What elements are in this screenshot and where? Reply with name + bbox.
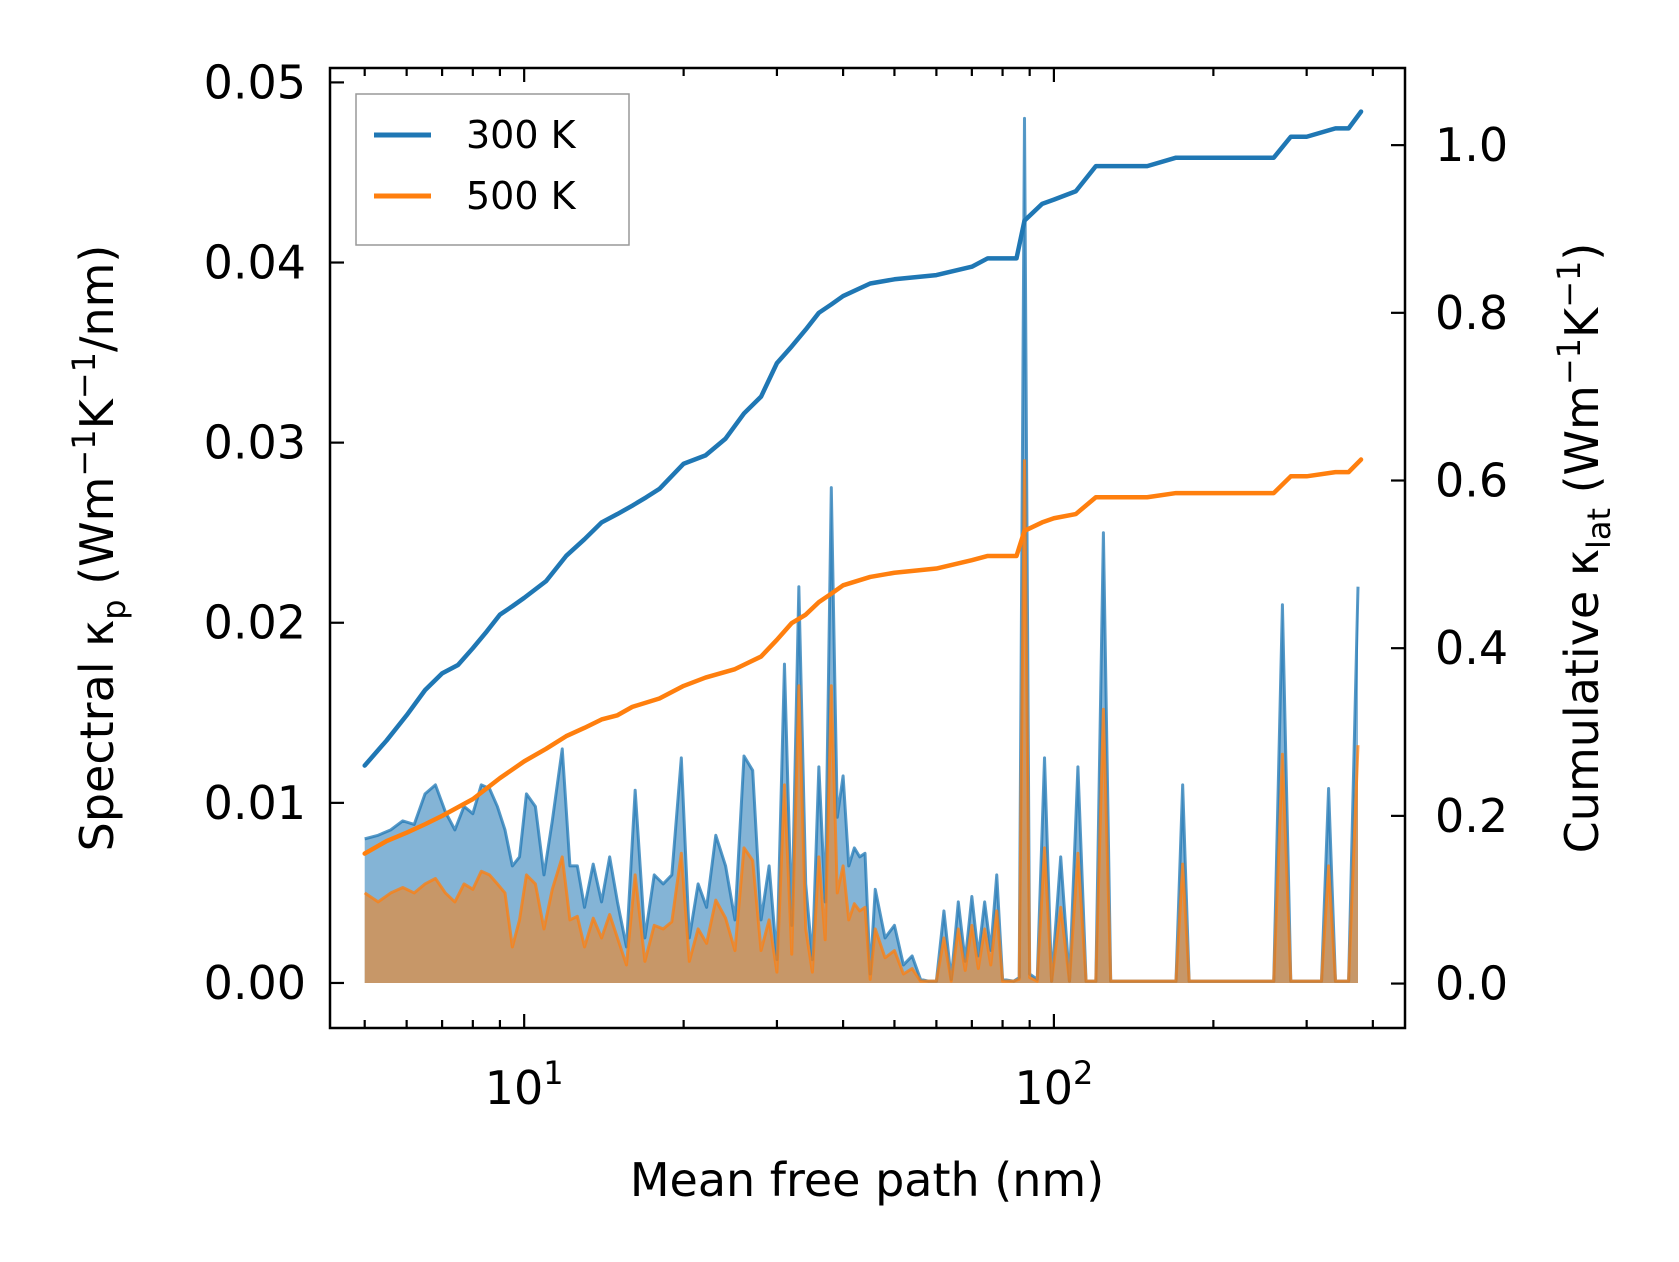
y-left-tick-label: 0.01 [204, 776, 306, 830]
spectral-line-300k [364, 116, 1360, 983]
series-layer [362, 109, 1364, 983]
y-right-units-open: (Wm [1555, 385, 1609, 508]
spectral-line-500k [363, 459, 1360, 983]
cumulative-line-500k [362, 457, 1364, 856]
y-right-k: K [1555, 306, 1609, 338]
legend-label-300k: 300 K [466, 113, 577, 157]
y-right-units-close: ) [1555, 243, 1609, 261]
y-left-tick-label: 0.00 [204, 956, 306, 1010]
y-right-tick-label: 0.6 [1435, 454, 1508, 508]
y-right-tick-label: 0.2 [1435, 789, 1508, 843]
y-left-subscript: p [95, 599, 133, 619]
y-axis-title-right: Cumulative κlat (Wm−1K−1) [1550, 243, 1618, 854]
y-right-tick-label: 0.4 [1435, 621, 1508, 675]
y-right-tick-label: 0.8 [1435, 286, 1508, 340]
y-left-tick-label: 0.03 [204, 416, 306, 470]
x-axis-title: Mean free path (nm) [630, 1153, 1104, 1207]
x-tick-label: 101 [485, 1054, 564, 1115]
legend-label-500k: 500 K [466, 174, 577, 218]
cumulative-line-300k [362, 109, 1364, 768]
legend-box [355, 93, 630, 246]
y-right-prefix: Cumulative κ [1555, 549, 1609, 853]
legend: 300 K 500 K [355, 93, 630, 246]
y-left-tick-label: 0.02 [204, 596, 306, 650]
plot-frame [328, 66, 1407, 1030]
y-left-units-close: /nm) [70, 245, 124, 352]
y-left-prefix: Spectral κ [70, 620, 124, 852]
y-left-tick-label: 0.04 [204, 236, 306, 290]
y-left-tick-label: 0.05 [204, 55, 306, 109]
x-tick-label: 102 [1014, 1054, 1093, 1115]
ticks-layer: 101 102 0.00 0.01 0.02 0.03 0.04 0.05 0.0 0.2 0.4 0… [204, 55, 1509, 1115]
y-right-sup2: −1 [1550, 261, 1588, 308]
y-right-subscript: lat [1580, 508, 1618, 549]
y-right-sup1: −1 [1550, 338, 1588, 385]
y-left-k: K [70, 397, 124, 429]
y-right-tick-label: 0.0 [1435, 957, 1508, 1011]
spectral-fill-500k [364, 460, 1358, 983]
y-right-tick-label: 1.0 [1435, 118, 1508, 172]
y-left-sup2: −1 [65, 352, 103, 399]
y-left-units-open: (Wm [70, 477, 124, 600]
y-left-sup1: −1 [65, 429, 103, 476]
y-axis-title-left: Spectral κp (Wm−1K−1/nm) [65, 245, 133, 852]
